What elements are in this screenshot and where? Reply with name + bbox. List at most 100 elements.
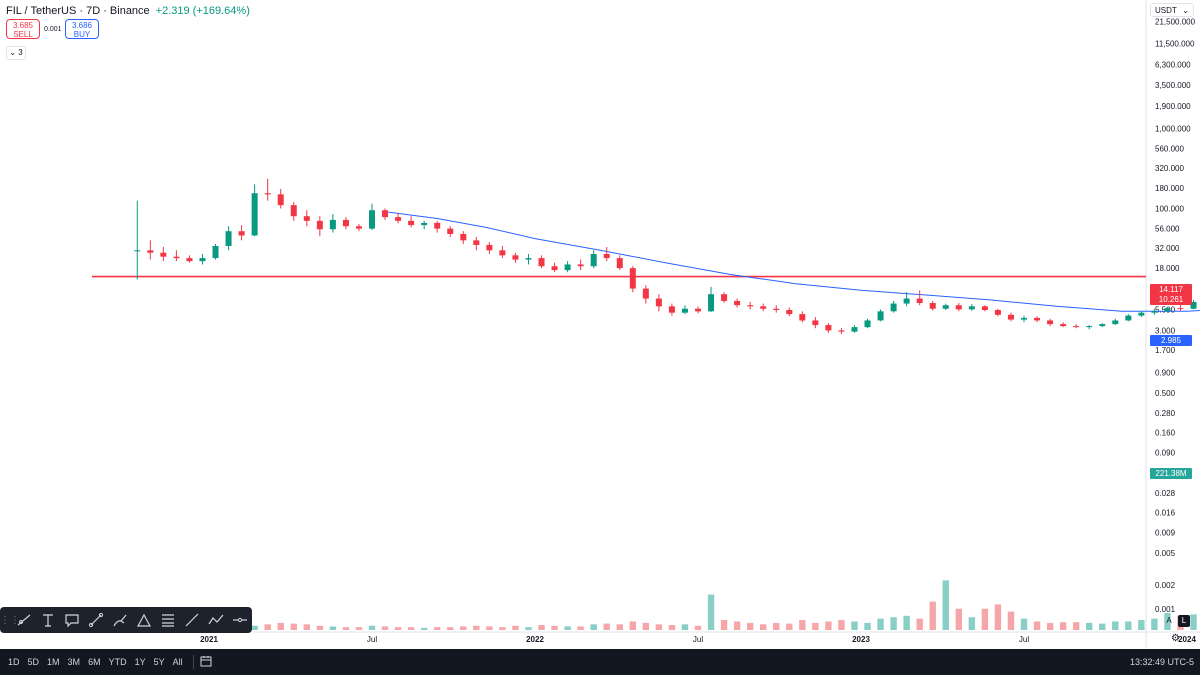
candle-body [681,308,688,313]
candle-body [421,222,428,226]
horizontal-line-tool-icon[interactable] [228,607,252,633]
volume-bar [616,624,623,630]
buy-button[interactable]: 3.686 BUY [65,19,99,39]
candle-body [668,306,675,313]
y-tick-label: 0.005 [1155,549,1176,558]
timeframe-6m[interactable]: 6M [88,657,101,667]
y-tick-label: 0.002 [1155,581,1176,590]
x-tick-label: Jul [367,635,377,644]
trend-line-tool-icon[interactable] [12,607,36,633]
candle-body [134,250,141,252]
volume-bar [1164,612,1171,630]
timeframe-3m[interactable]: 3M [67,657,81,667]
callout-tool-icon[interactable] [60,607,84,633]
candle-body [994,309,1001,315]
volume-bar [838,620,845,630]
candle-body [799,314,806,321]
candle-body [238,231,245,236]
volume-bar [681,624,689,630]
volume-bar [903,615,910,630]
currency-select[interactable]: USDT ⌄ [1150,3,1194,17]
timeframe-5d[interactable]: 5D [27,657,40,667]
candle-body [773,308,780,310]
log-scale-button[interactable]: L [1178,615,1190,627]
candle-body [760,306,767,309]
candle-body [329,219,336,230]
candle-body [447,228,454,234]
timeframe-all[interactable]: All [172,657,183,667]
candle-body [290,205,297,217]
volume-bar [512,625,519,630]
candle-body [929,303,936,309]
candle-body [434,222,441,229]
volume-bar [773,622,780,630]
volume-bar [525,627,532,630]
volume-bar [551,625,558,630]
volume-bar [290,623,297,630]
clock[interactable]: 13:32:49 UTC-5 [1129,657,1194,667]
buy-price: 3.686 [71,21,93,30]
volume-bar [329,626,337,630]
line-tool-icon[interactable] [180,607,204,633]
timeframe-5y[interactable]: 5Y [153,657,165,667]
volume-bar [577,626,584,630]
settings-icon[interactable]: ⚙ [1171,633,1180,644]
fib-tool-icon[interactable] [156,607,180,633]
volume-bar [890,617,897,630]
moving-average-line [388,211,1200,312]
volume-bar [394,627,402,630]
divider [192,655,194,669]
text-tool-icon[interactable] [36,607,60,633]
candle-body [838,330,845,332]
candle-body [812,320,819,326]
timeframe-1d[interactable]: 1D [8,657,20,667]
candle-body [721,294,728,301]
x-tick-label: 2023 [852,635,870,644]
volume-bar [720,620,728,630]
currency-value: USDT [1155,6,1177,15]
volume-bar [668,625,676,630]
calendar-icon[interactable] [200,655,212,669]
candle-body [955,305,962,310]
volume-bar [929,601,936,630]
candle-body [564,264,571,271]
brush-tool-icon[interactable] [108,607,132,633]
sell-button[interactable]: 3.685 SELL [6,19,40,39]
y-tick-label: 1,900.000 [1155,102,1191,111]
drag-handle-icon[interactable]: ⋮⋮ [0,614,20,626]
timeframe-1y[interactable]: 1Y [134,657,146,667]
candle-body [199,258,206,262]
path-tool-icon[interactable] [84,607,108,633]
symbol-title[interactable]: FIL / TetherUS · 7D · Binance [6,5,150,17]
bottom-toolbar: 1D 5D 1M 3M 6M YTD 1Y 5Y All 13:32:49 UT… [0,649,1200,675]
volume-bar [1020,618,1028,630]
candle-body [1060,324,1067,327]
candle-body [1112,320,1119,325]
pattern-tool-icon[interactable] [204,607,228,633]
timeframe-ytd[interactable]: YTD [108,657,127,667]
indicators-toggle[interactable]: ⌄ 3 [6,46,26,60]
candle-body [890,303,897,312]
candle-body [1177,308,1184,310]
candle-body [642,288,649,299]
candle-body [590,254,597,267]
candle-body [395,217,402,221]
shape-tool-icon[interactable] [132,607,156,633]
y-tick-label: 3.000 [1155,326,1176,335]
candle-body [864,320,871,328]
volume-bar [1033,621,1041,630]
buy-label: BUY [73,30,91,39]
volume-bar [460,626,467,630]
volume-bar [968,617,976,630]
candle-body [342,219,349,227]
candle-body [747,305,754,307]
timeframe-1m[interactable]: 1M [47,657,60,667]
volume-bar [1086,622,1093,630]
candle-body [1151,311,1158,313]
y-tick-label: 320.000 [1155,164,1184,173]
candle-body [577,264,584,267]
auto-scale-button[interactable]: A [1166,616,1172,625]
y-tick-label: 56.000 [1155,225,1180,234]
y-tick-label: 560.000 [1155,145,1184,154]
